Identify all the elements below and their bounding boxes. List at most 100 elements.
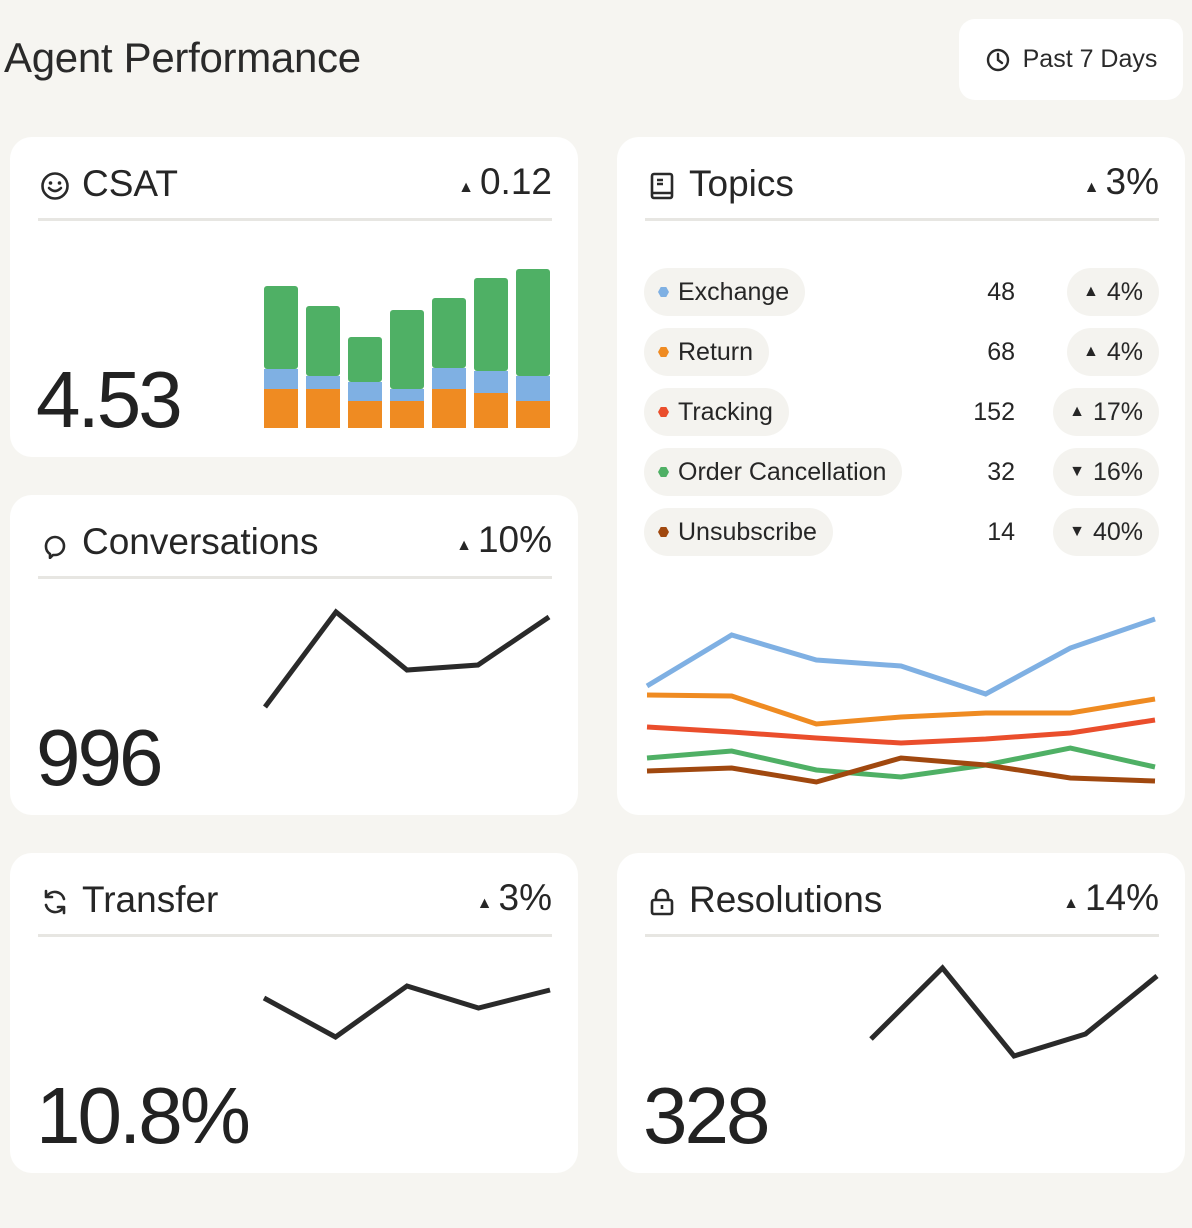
csat-bar-segment [432, 368, 466, 389]
topic-count: 32 [987, 457, 1015, 486]
topic-change-value: 17% [1092, 397, 1143, 426]
csat-bar-segment [390, 401, 424, 428]
delta: ▲ 10% [456, 517, 552, 569]
csat-bar-segment [306, 376, 340, 389]
topic-change: ▲ 4% [1067, 328, 1159, 376]
card-header: Resolutions ▲ 14% [645, 875, 1159, 937]
topic-name: Tracking [678, 397, 773, 426]
book-icon [645, 169, 679, 203]
topic-line-order-cancellation [646, 745, 1156, 780]
csat-bar-segment [390, 389, 424, 401]
resolutions-card: Resolutions ▲ 14% 328 [617, 853, 1185, 1173]
refresh-icon [38, 885, 72, 919]
topic-line-exchange [645, 616, 1156, 697]
chat-bubble-icon [38, 527, 72, 561]
topic-pill[interactable]: Return [644, 328, 770, 376]
up-arrow-icon: ▲ [456, 537, 472, 554]
topic-row[interactable]: Exchange 48 ▲ 4% [644, 268, 1159, 316]
topic-count: 14 [987, 517, 1015, 546]
clock-icon [986, 48, 1009, 71]
topic-change-value: 16% [1092, 457, 1143, 486]
conversations-card: Conversations ▲ 10% 996 [10, 495, 578, 815]
topic-count: 48 [987, 277, 1015, 306]
topic-pill[interactable]: Tracking [644, 388, 789, 436]
csat-bar-segment [264, 369, 298, 389]
transfer-value: 10.8% [36, 1071, 251, 1160]
delta-value: 0.12 [479, 161, 552, 202]
topic-name: Order Cancellation [678, 457, 887, 486]
delta-value: 3% [1105, 161, 1159, 202]
delta-value: 14% [1084, 877, 1159, 918]
hexagon-dot-icon [658, 407, 669, 417]
topic-line-tracking [646, 717, 1156, 746]
csat-bar-segment [348, 382, 382, 401]
csat-bar-segment [516, 401, 550, 428]
up-arrow-icon: ▲ [476, 895, 493, 912]
delta: ▲ 0.12 [458, 159, 552, 211]
up-arrow-icon: ▲ [1083, 179, 1100, 196]
topic-pill[interactable]: Order Cancellation [644, 448, 903, 496]
topic-change-value: 40% [1092, 517, 1143, 546]
csat-bar-segment [432, 389, 466, 428]
hexagon-dot-icon [658, 467, 669, 477]
hexagon-dot-icon [658, 527, 669, 537]
card-title: Transfer [82, 879, 219, 920]
card-title: CSAT [82, 163, 178, 204]
topic-row[interactable]: Unsubscribe 14 ▼ 40% [644, 508, 1159, 556]
topic-name: Return [678, 337, 754, 366]
topic-change: ▼ 40% [1053, 508, 1159, 556]
csat-bar-segment [306, 306, 340, 376]
topic-pill[interactable]: Unsubscribe [644, 508, 833, 556]
down-arrow-icon: ▼ [1069, 523, 1085, 540]
topic-name: Exchange [678, 277, 790, 306]
hexagon-dot-icon [658, 287, 669, 297]
down-arrow-icon: ▼ [1069, 463, 1085, 480]
topic-line-return [646, 692, 1156, 727]
up-arrow-icon: ▲ [1083, 343, 1099, 360]
card-header: Conversations ▲ 10% [38, 517, 552, 579]
up-arrow-icon: ▲ [1069, 403, 1085, 420]
csat-bar-segment [264, 389, 298, 428]
csat-bar-segment [348, 337, 382, 382]
card-title: Resolutions [689, 879, 883, 920]
topics-card: Topics ▲ 3% Exchange 48 ▲ 4% Return 68 ▲ 4% T… [617, 137, 1185, 815]
delta: ▲ 14% [1063, 875, 1159, 927]
csat-value: 4.53 [36, 355, 183, 444]
topic-pill[interactable]: Exchange [644, 268, 806, 316]
date-range-label: Past 7 Days [1022, 45, 1158, 73]
topic-line-unsubscribe [646, 755, 1156, 785]
csat-bar-segment [432, 298, 466, 368]
csat-bar-segment [474, 371, 508, 393]
date-range-button[interactable]: Past 7 Days [959, 19, 1183, 100]
csat-bar-segment [264, 286, 298, 369]
delta: ▲ 3% [477, 875, 552, 927]
topic-change-value: 4% [1106, 277, 1143, 306]
topic-row[interactable]: Tracking 152 ▲ 17% [644, 388, 1159, 436]
topic-change: ▲ 4% [1067, 268, 1159, 316]
conversations-line [262, 608, 551, 709]
page-title: Agent Performance [4, 34, 361, 81]
up-arrow-icon: ▲ [1083, 283, 1099, 300]
resolutions-line [869, 964, 1159, 1059]
card-header: Topics ▲ 3% [645, 159, 1159, 221]
csat-bar-segment [516, 376, 550, 401]
topic-count: 68 [987, 337, 1015, 366]
topic-row[interactable]: Order Cancellation 32 ▼ 16% [644, 448, 1159, 496]
hexagon-dot-icon [658, 347, 669, 357]
csat-bar-segment [474, 278, 508, 371]
resolutions-value: 328 [643, 1071, 770, 1160]
card-header: Transfer ▲ 3% [38, 875, 552, 937]
smiley-icon [38, 169, 72, 203]
up-arrow-icon: ▲ [458, 179, 474, 196]
topic-row[interactable]: Return 68 ▲ 4% [644, 328, 1159, 376]
csat-bar-segment [390, 310, 424, 389]
conversations-value: 996 [36, 713, 163, 802]
topic-change: ▲ 17% [1053, 388, 1159, 436]
topic-count: 152 [973, 397, 1015, 426]
card-title: Conversations [82, 521, 319, 562]
csat-bar-segment [306, 389, 340, 428]
card-header: CSAT ▲ 0.12 [38, 159, 552, 221]
transfer-line [262, 983, 551, 1040]
topic-name: Unsubscribe [678, 517, 817, 546]
